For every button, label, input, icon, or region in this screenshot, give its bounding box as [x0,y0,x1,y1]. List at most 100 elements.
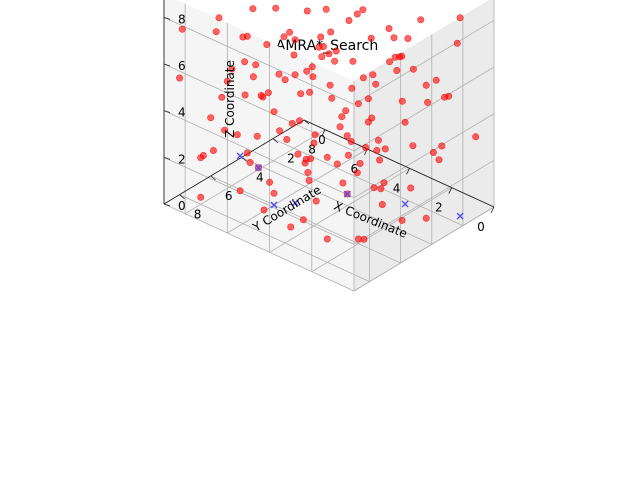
data-point [359,6,367,14]
x-tick-label: 2 [435,201,443,215]
data-point [401,118,409,126]
data-point [309,73,317,81]
data-point [386,58,394,66]
path-point [270,201,278,209]
data-point [354,100,362,108]
data-point [338,113,346,121]
data-point [325,50,333,58]
path-point [343,190,351,198]
tick-mark [406,168,410,175]
data-point [212,28,220,36]
data-point [236,187,244,195]
data-point [332,47,340,55]
tick-mark [179,194,185,199]
data-point [318,53,326,61]
grid-line-z-wall-x [353,159,495,245]
data-point [370,184,378,192]
data-point [264,89,272,97]
data-point [272,4,280,12]
data-point [241,91,249,99]
data-point [331,57,339,65]
data-point [339,179,347,187]
data-point [276,127,284,135]
grid-line-x-floor [184,129,326,215]
tick-mark [210,175,216,181]
data-point [322,5,330,13]
data-point [317,33,325,41]
data-point [297,90,305,98]
data-point [233,131,241,139]
y-tick-label: 0 [318,133,326,147]
data-point [359,74,367,82]
data-point [287,223,295,231]
data-point [303,67,311,75]
data-point [306,88,314,96]
z-tick-label: 6 [178,59,186,73]
data-point [372,80,380,88]
data-point [199,152,207,160]
data-point [215,14,223,22]
data-point [354,235,362,243]
data-point [385,24,393,32]
tick-mark [163,156,171,160]
data-point [364,95,372,103]
data-point [429,149,437,157]
data-point [435,156,443,164]
data-point [178,25,186,33]
data-point [367,34,375,42]
data-point [260,206,268,214]
y-tick-label: 8 [194,208,202,222]
z-tick-label: 8 [178,12,186,26]
data-point [228,65,236,73]
data-point [374,136,382,144]
z-tick-label: 0 [178,199,186,213]
grid-line-z-wall-y [163,203,355,292]
grid-line-z-wall-x [353,19,495,105]
grid-line-x-floor [311,187,452,273]
data-point [409,65,417,73]
data-point [263,40,271,48]
data-point [407,184,415,192]
data-point [432,76,440,84]
data-point [336,123,344,131]
data-point [333,160,341,168]
data-point [377,185,385,193]
data-point [424,98,432,106]
data-point [315,43,323,51]
data-point [353,169,361,177]
data-point [398,216,406,224]
data-point [207,114,215,122]
data-point [353,10,361,18]
grid-line-z-wall-x [353,206,495,292]
data-point [223,77,231,85]
data-point [456,14,464,22]
data-point [253,132,261,140]
grid-line-y-floor [179,194,370,283]
grid-line-y-floor [241,156,432,245]
data-point [445,92,453,100]
data-point [376,156,384,164]
tick-mark [448,187,453,194]
data-point [312,197,320,205]
data-point [241,58,249,66]
data-point [296,117,304,125]
data-point [409,142,417,150]
data-point [311,131,319,139]
path-point [456,212,464,220]
data-point [299,216,307,224]
data-point [393,67,401,75]
path-point [291,199,299,207]
data-point [283,136,291,144]
data-point [243,32,251,40]
data-point [290,51,298,59]
data-point [391,53,399,61]
y-tick-label: 2 [287,152,295,166]
data-point [294,150,302,158]
x-axis-line [303,119,495,208]
data-point [438,142,446,150]
data-point [398,52,406,60]
tick-mark [163,203,171,207]
z-axis-label: Z Coordinate [223,60,237,138]
data-point [249,5,257,13]
data-point [348,84,356,92]
